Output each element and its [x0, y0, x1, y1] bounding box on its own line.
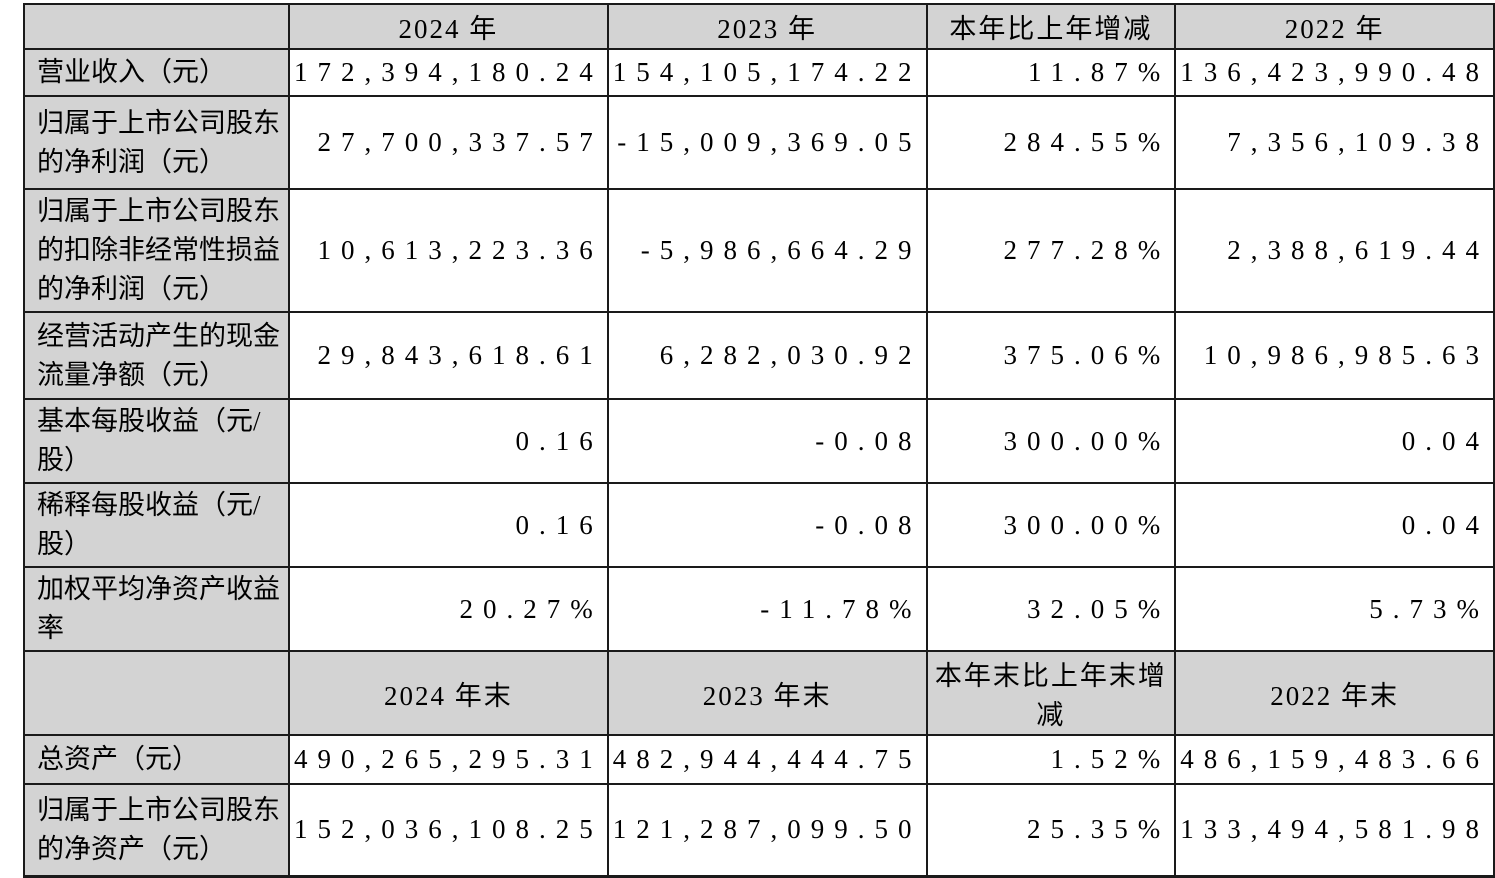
- value-cell: 152,036,108.25: [288, 783, 609, 877]
- value-cell: 300.00%: [925, 482, 1177, 568]
- year-2023-header: 2023 年: [606, 3, 928, 50]
- value-cell: 277.28%: [925, 188, 1177, 313]
- table-row-net-assets: 归属于上市公司股东的净资产（元） 152,036,108.25 121,287,…: [22, 783, 1495, 877]
- table-row-total-assets: 总资产（元） 490,265,295.31 482,944,444.75 1.5…: [22, 734, 1495, 785]
- value-cell: 482,944,444.75: [606, 734, 928, 785]
- year-2024-header: 2024 年: [288, 3, 609, 50]
- value-cell: 136,423,990.48: [1174, 48, 1495, 97]
- value-cell: -0.08: [606, 398, 928, 484]
- value-cell: 20.27%: [288, 566, 609, 652]
- value-cell: 10,613,223.36: [288, 188, 609, 313]
- value-cell: 486,159,483.66: [1174, 734, 1495, 785]
- corner-header-cell: [22, 650, 291, 736]
- row-label: 稀释每股收益（元/股）: [22, 482, 291, 568]
- value-cell: 0.16: [288, 398, 609, 484]
- year-end-change-header: 本年末比上年末增减: [925, 650, 1177, 736]
- value-cell: 0.16: [288, 482, 609, 568]
- value-cell: -11.78%: [606, 566, 928, 652]
- value-cell: 172,394,180.24: [288, 48, 609, 97]
- value-cell: 284.55%: [925, 95, 1177, 190]
- value-cell: 154,105,174.22: [606, 48, 928, 97]
- year-end-header-row: 2024 年末 2023 年末 本年末比上年末增减 2022 年末: [22, 650, 1495, 736]
- value-cell: 7,356,109.38: [1174, 95, 1495, 190]
- value-cell: 29,843,618.61: [288, 311, 609, 400]
- table-row-diluted-eps: 稀释每股收益（元/股） 0.16 -0.08 300.00% 0.04: [22, 482, 1495, 568]
- value-cell: 11.87%: [925, 48, 1177, 97]
- value-cell: 133,494,581.98: [1174, 783, 1495, 877]
- value-cell: 32.05%: [925, 566, 1177, 652]
- table-row-operating-cash-flow: 经营活动产生的现金流量净额（元） 29,843,618.61 6,282,030…: [22, 311, 1495, 400]
- value-cell: 6,282,030.92: [606, 311, 928, 400]
- table-row-basic-eps: 基本每股收益（元/股） 0.16 -0.08 300.00% 0.04: [22, 398, 1495, 484]
- row-label: 基本每股收益（元/股）: [22, 398, 291, 484]
- row-label: 归属于上市公司股东的净资产（元）: [22, 783, 291, 877]
- year-end-2024-header: 2024 年末: [288, 650, 609, 736]
- row-label: 经营活动产生的现金流量净额（元）: [22, 311, 291, 400]
- year-end-2022-header: 2022 年末: [1174, 650, 1495, 736]
- value-cell: 1.52%: [925, 734, 1177, 785]
- year-2022-header: 2022 年: [1174, 3, 1495, 50]
- value-cell: 375.06%: [925, 311, 1177, 400]
- value-cell: 0.04: [1174, 398, 1495, 484]
- row-label: 归属于上市公司股东的扣除非经常性损益的净利润（元）: [22, 188, 291, 313]
- value-cell: 300.00%: [925, 398, 1177, 484]
- row-label: 营业收入（元）: [22, 48, 291, 97]
- table-row-net-profit: 归属于上市公司股东的净利润（元） 27,700,337.57 -15,009,3…: [22, 95, 1495, 190]
- value-cell: -15,009,369.05: [606, 95, 928, 190]
- value-cell: 10,986,985.63: [1174, 311, 1495, 400]
- value-cell: 490,265,295.31: [288, 734, 609, 785]
- value-cell: 0.04: [1174, 482, 1495, 568]
- value-cell: 5.73%: [1174, 566, 1495, 652]
- year-end-2023-header: 2023 年末: [606, 650, 928, 736]
- row-label: 总资产（元）: [22, 734, 291, 785]
- value-cell: 121,287,099.50: [606, 783, 928, 877]
- row-label: 归属于上市公司股东的净利润（元）: [22, 95, 291, 190]
- value-cell: -5,986,664.29: [606, 188, 928, 313]
- value-cell: 27,700,337.57: [288, 95, 609, 190]
- row-label: 加权平均净资产收益率: [22, 566, 291, 652]
- value-cell: -0.08: [606, 482, 928, 568]
- financial-summary-table: 2024 年 2023 年 本年比上年增减 2022 年 营业收入（元） 172…: [22, 3, 1495, 878]
- value-cell: 25.35%: [925, 783, 1177, 877]
- value-cell: 2,388,619.44: [1174, 188, 1495, 313]
- corner-header-cell: [22, 3, 291, 50]
- yoy-change-header: 本年比上年增减: [925, 3, 1177, 50]
- table-row-revenue: 营业收入（元） 172,394,180.24 154,105,174.22 11…: [22, 48, 1495, 97]
- table-row-net-profit-deducted: 归属于上市公司股东的扣除非经常性损益的净利润（元） 10,613,223.36 …: [22, 188, 1495, 313]
- table-row-weighted-roe: 加权平均净资产收益率 20.27% -11.78% 32.05% 5.73%: [22, 566, 1495, 652]
- period-header-row: 2024 年 2023 年 本年比上年增减 2022 年: [22, 3, 1495, 50]
